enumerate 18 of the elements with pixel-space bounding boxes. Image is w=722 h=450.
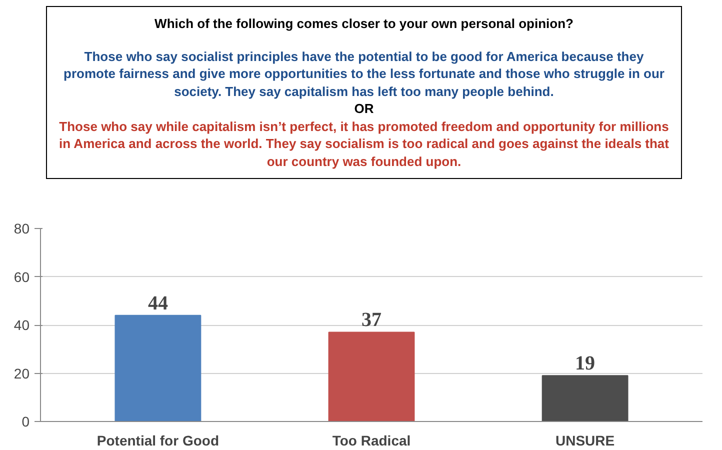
bar [542,375,628,422]
x-tick-label: Too Radical [332,432,411,448]
y-tick-label: 20 [14,365,30,382]
y-tick-label: 40 [14,317,30,333]
data-label: 19 [575,352,596,375]
text: Those who say socialist principles have the potential to be good for America because they promote fairness and give more opportunities to the less fortunate and those who struggle in our society. They say capitalism has left too many people behind. [62,48,666,100]
y-tick-label: 60 [14,268,30,285]
text: OR [353,100,375,118]
x-tick-label: UNSURE [555,432,615,448]
text: Those who say while capitalism isn’t perfect, it has promoted freedom and opportunity for millions in America and across the world. They say socialism is too radical and goes against the ideals that our country was founded upon. [58,118,670,170]
y-tick-label: 0 [22,414,30,430]
x-tick-label: Potential for Good [96,432,220,448]
data-label: 37 [362,309,382,332]
bar [114,314,202,422]
y-tick-label: 80 [14,220,30,236]
bar [328,332,415,422]
chart-title: Which of the following comes closer to your own personal opinion? [154,15,574,33]
data-label: 44 [148,292,168,314]
